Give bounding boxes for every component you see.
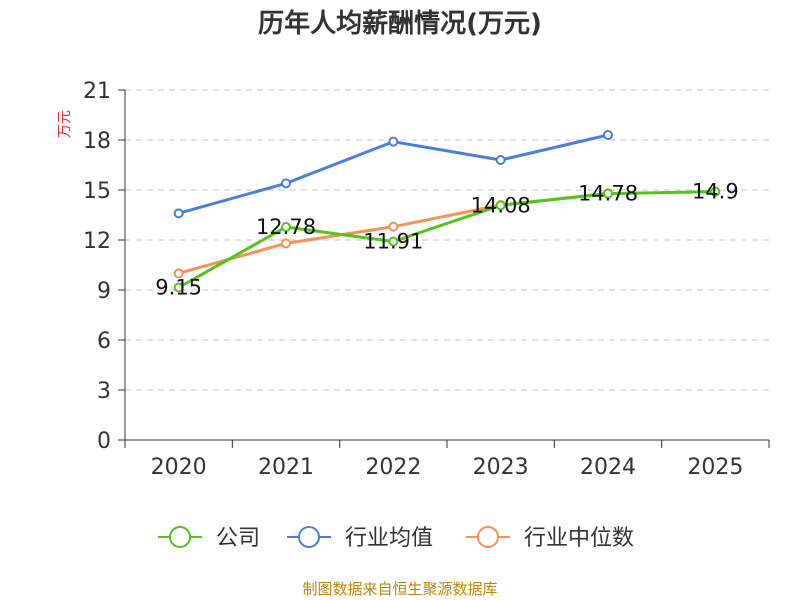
series-line-0 bbox=[177, 190, 716, 289]
x-tick-label: 2024 bbox=[580, 455, 636, 480]
chart-title: 历年人均薪酬情况(万元) bbox=[258, 8, 542, 39]
data-label: 14.78 bbox=[578, 182, 638, 206]
y-tick-label: 12 bbox=[83, 229, 111, 254]
y-tick-label: 18 bbox=[83, 129, 111, 154]
x-tick-label: 2025 bbox=[687, 455, 743, 480]
legend-label: 行业均值 bbox=[345, 526, 433, 551]
data-label: 14.08 bbox=[471, 193, 531, 217]
data-point bbox=[173, 268, 184, 279]
data-point bbox=[495, 200, 506, 211]
y-tick-label: 0 bbox=[97, 429, 111, 454]
data-point bbox=[495, 155, 506, 165]
data-point bbox=[173, 282, 184, 293]
legend-item[interactable]: 行业中位数 bbox=[466, 526, 634, 551]
x-tick-label: 2023 bbox=[473, 455, 529, 480]
data-label: 14.9 bbox=[692, 180, 739, 204]
data-label: 12.78 bbox=[256, 215, 316, 239]
data-label: 9.15 bbox=[155, 276, 202, 300]
legend-marker bbox=[298, 526, 320, 548]
legend-marker bbox=[477, 526, 499, 548]
source-note: 制图数据来自恒生聚源数据库 bbox=[302, 580, 497, 598]
grid-lines bbox=[125, 89, 769, 391]
data-point bbox=[388, 136, 399, 147]
y-tick-label: 15 bbox=[83, 179, 111, 204]
y-tick-label: 9 bbox=[97, 279, 111, 304]
legend-item[interactable]: 公司 bbox=[158, 526, 260, 551]
data-point bbox=[603, 130, 613, 140]
data-point bbox=[173, 208, 184, 219]
y-tick-label: 3 bbox=[97, 379, 111, 404]
data-label: 11.91 bbox=[363, 230, 423, 254]
legend-label: 公司 bbox=[216, 526, 260, 551]
legend[interactable]: 公司 行业均值 行业中位数 bbox=[158, 526, 634, 551]
data-point bbox=[388, 221, 399, 232]
y-axis-label: 万元 bbox=[57, 110, 73, 138]
data-point bbox=[710, 186, 721, 197]
x-tick-label: 2021 bbox=[258, 455, 314, 480]
y-tick-label: 21 bbox=[83, 79, 111, 104]
data-point bbox=[388, 236, 399, 247]
legend-item[interactable]: 行业均值 bbox=[287, 526, 433, 551]
data-point bbox=[281, 238, 291, 249]
axes: 0 3 6 9 12 15 18 21 2020 2021 2022 2023 2024 2025 bbox=[83, 79, 770, 480]
data-point bbox=[281, 222, 291, 232]
legend-marker bbox=[169, 526, 191, 548]
x-tick-label: 2022 bbox=[365, 455, 421, 480]
data-point bbox=[281, 178, 291, 189]
y-tick-label: 6 bbox=[97, 329, 111, 354]
legend-label: 行业中位数 bbox=[524, 526, 634, 551]
data-point bbox=[603, 188, 613, 199]
x-tick-label: 2020 bbox=[151, 455, 207, 480]
series-layer: 9.15 12.78 11.91 14.08 14.78 14.9 bbox=[155, 130, 739, 300]
